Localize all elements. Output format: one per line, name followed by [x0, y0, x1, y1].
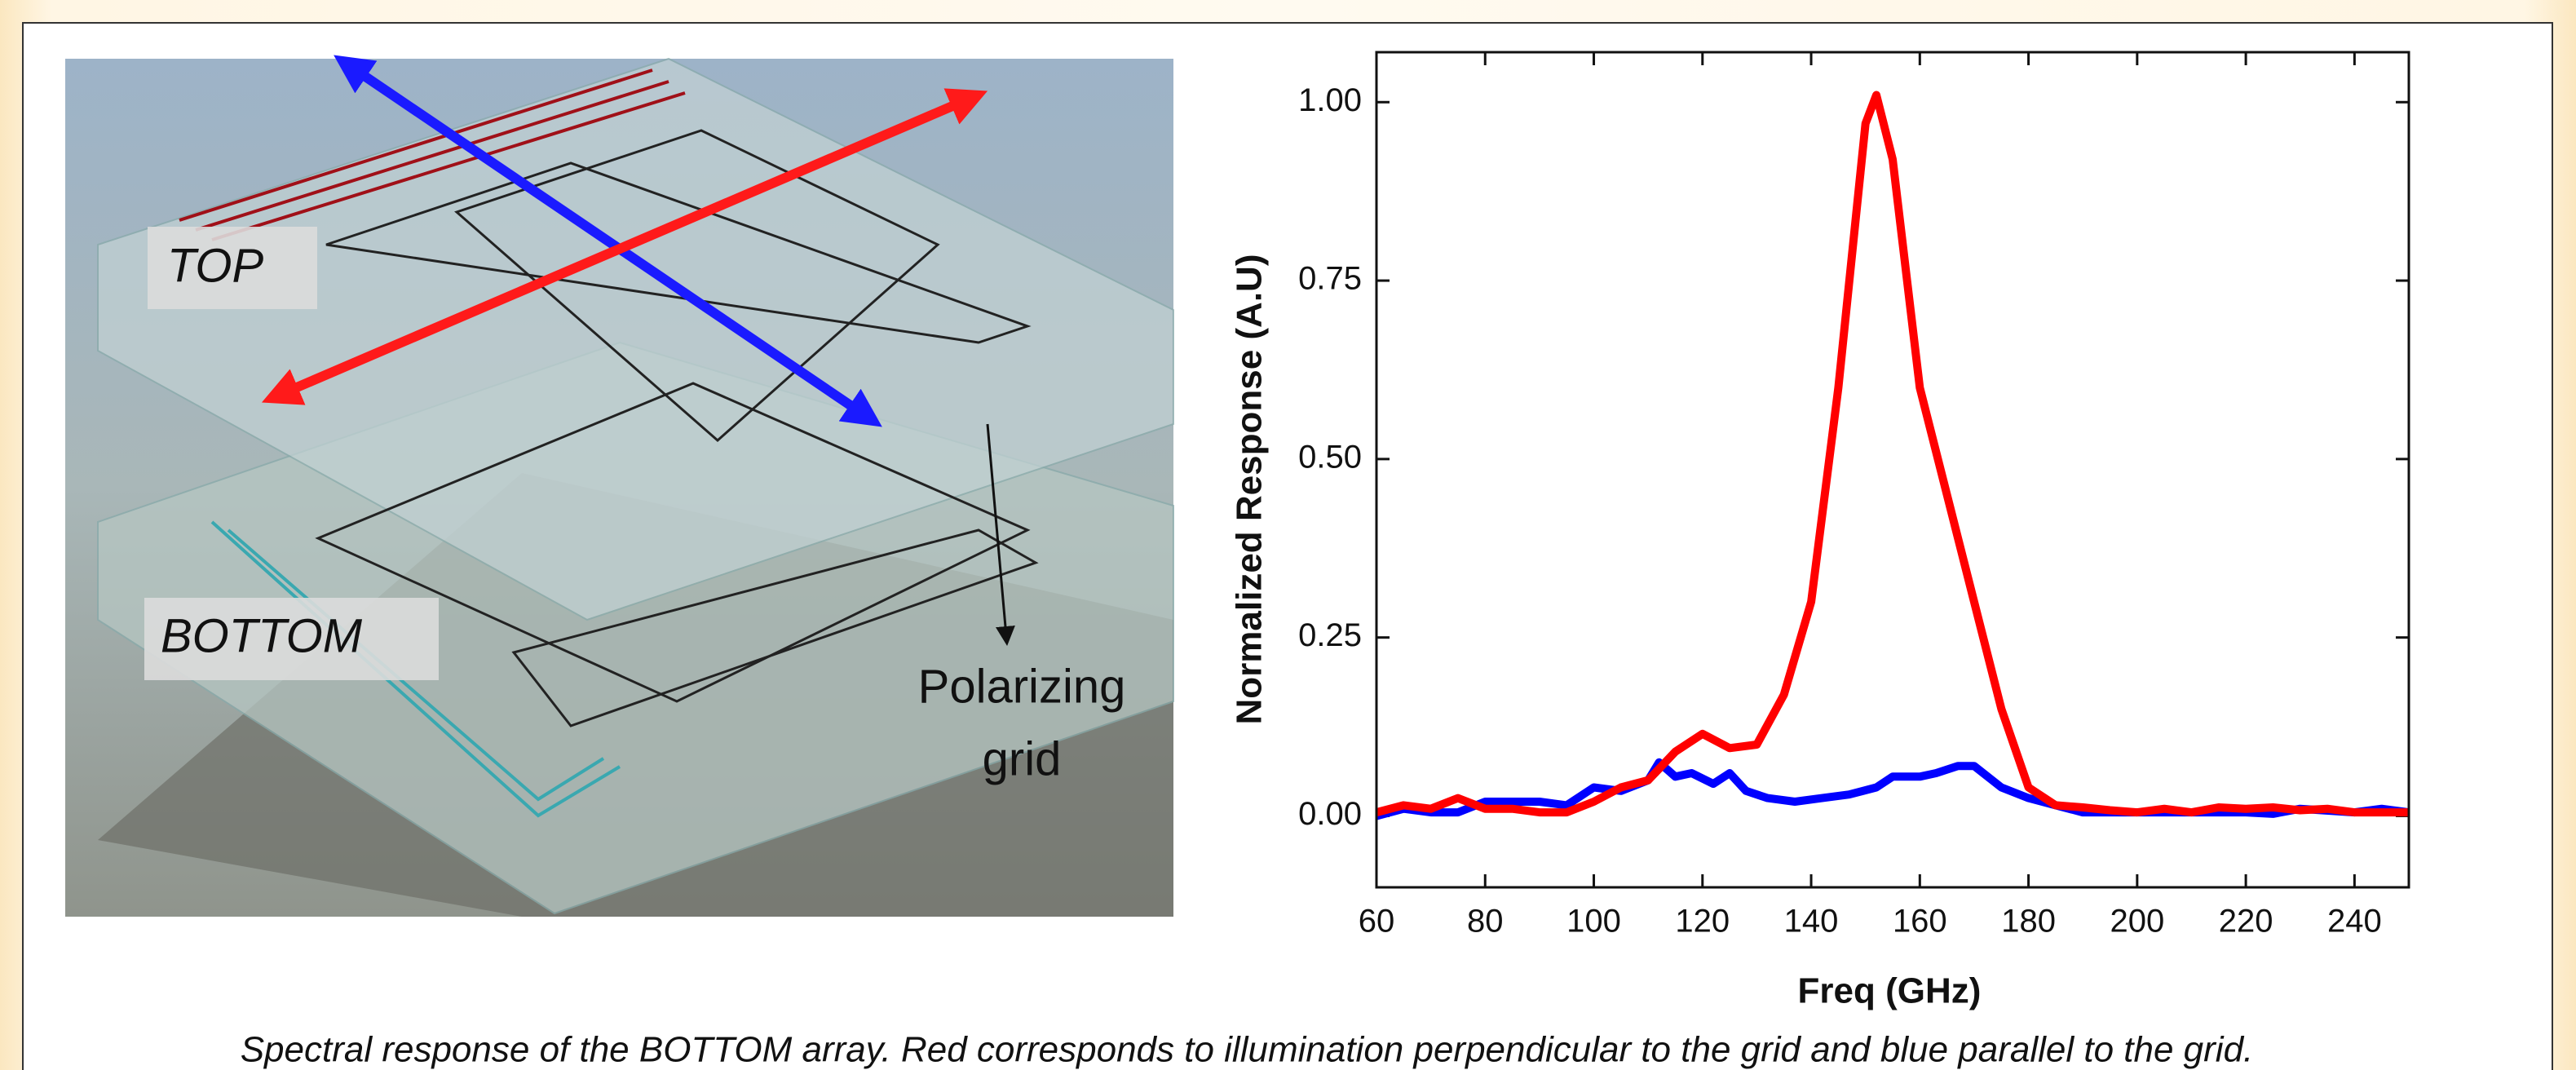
x-tick-label: 80 — [1467, 904, 1504, 940]
x-axis-label: Freq (GHz) — [1798, 971, 1982, 1011]
x-tick-label: 180 — [2001, 904, 2056, 940]
x-tick-label: 120 — [1675, 904, 1730, 940]
figure: TOP BOTTOM Polarizing grid Spectral resp… — [0, 0, 2576, 1070]
x-tick-label: 60 — [1359, 904, 1395, 940]
x-tick-label: 200 — [2110, 904, 2164, 940]
y-tick-label: 0.00 — [1298, 796, 1362, 832]
x-tick-label: 160 — [1893, 904, 1947, 940]
device-diagram: TOP BOTTOM Polarizing grid — [65, 59, 1173, 917]
diagram-label: grid — [983, 732, 1062, 785]
caption: Spectral response of the BOTTOM array. R… — [241, 1030, 2254, 1070]
page: {"figure": {"top_label": "TOP", "bottom_… — [0, 0, 2576, 1070]
y-axis-label: Normalized Response (A.U) — [1230, 254, 1270, 725]
x-tick-label: 220 — [2219, 904, 2273, 940]
x-tick-label: 100 — [1566, 904, 1621, 940]
y-tick-label: 0.75 — [1298, 261, 1362, 297]
y-tick-label: 0.25 — [1298, 617, 1362, 653]
x-tick-label: 140 — [1784, 904, 1839, 940]
diagram-label: Polarizing — [918, 660, 1126, 713]
y-tick-label: 1.00 — [1298, 82, 1362, 118]
x-tick-label: 240 — [2327, 904, 2382, 940]
diagram-label: BOTTOM — [161, 609, 363, 662]
diagram-label: TOP — [167, 239, 263, 292]
y-tick-label: 0.50 — [1298, 439, 1362, 475]
